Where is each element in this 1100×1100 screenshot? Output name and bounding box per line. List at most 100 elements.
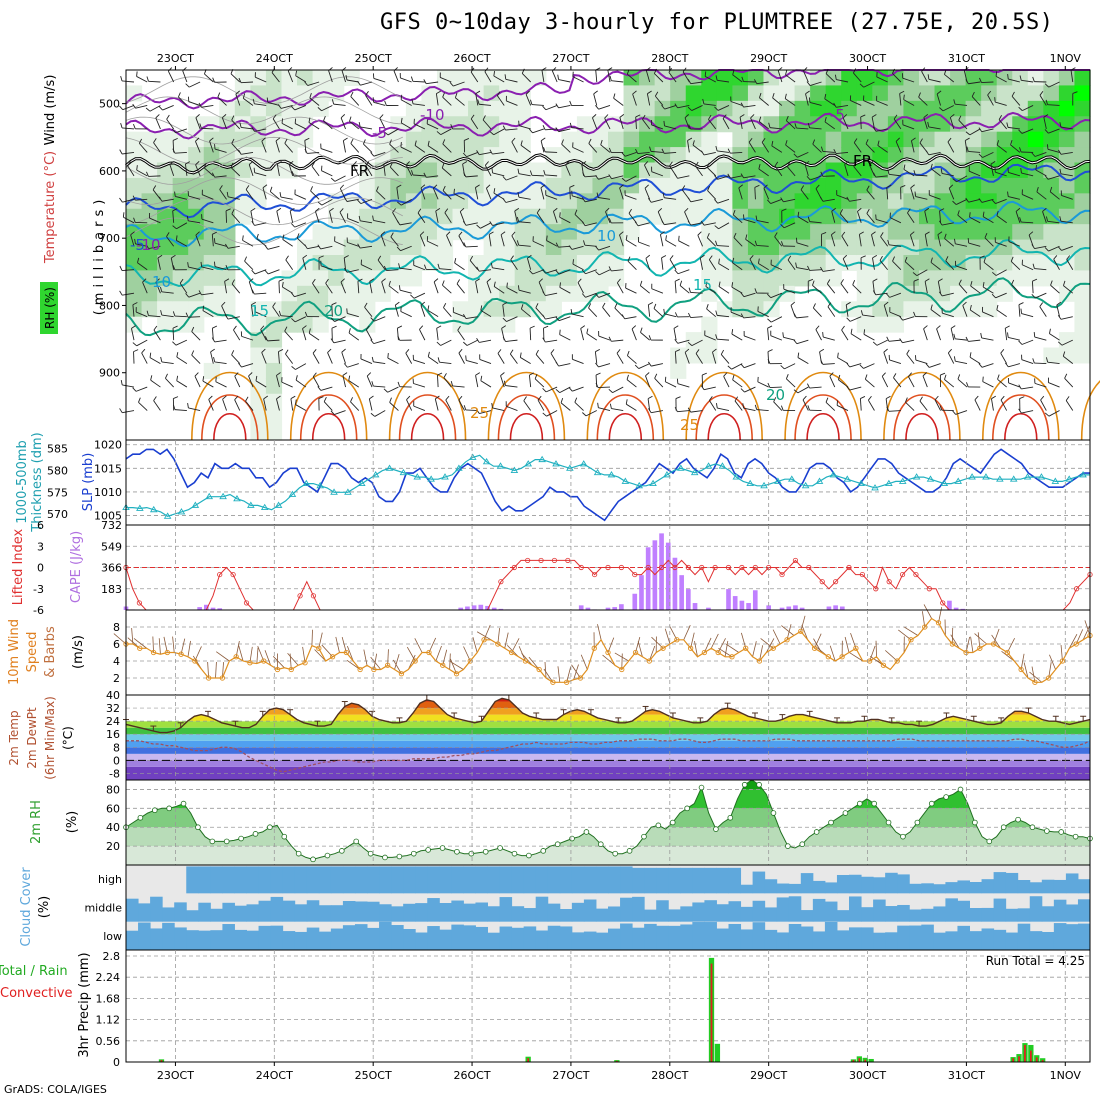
- wind-barb-flag: [141, 348, 146, 354]
- wind-barb: [822, 269, 835, 272]
- wind-barb-flag: [389, 162, 393, 168]
- wind-barb-flag: [950, 114, 955, 118]
- thickness-marker: [690, 468, 699, 476]
- chart-title: GFS 0~10day 3-hourly for PLUMTREE (27.75…: [380, 10, 1054, 35]
- rh-shade-cell: [1074, 193, 1091, 210]
- wind-barb: [257, 646, 265, 662]
- wind-barb-flag: [365, 161, 370, 166]
- wind-barb-flag: [614, 303, 618, 309]
- wind-barb-flag: [491, 167, 494, 174]
- wind-barb: [256, 647, 259, 664]
- rh-shade-cell: [312, 239, 329, 256]
- wind-barb-flag: [411, 98, 414, 104]
- wind-barb: [849, 652, 863, 662]
- wind-barb-flag: [715, 145, 718, 152]
- wind-barb-flag: [954, 238, 956, 244]
- rh-shade-cell: [887, 177, 905, 194]
- cloud-cell: [342, 901, 356, 922]
- wind-barb-flag: [793, 313, 797, 319]
- wind-barb-flag: [252, 98, 255, 104]
- wind-barb-flag: [491, 402, 493, 409]
- cloud-cell: [981, 879, 995, 894]
- cloud-cell: [776, 897, 790, 922]
- wind-barb: [483, 624, 491, 640]
- wind-barb: [176, 380, 188, 388]
- rh-marker: [195, 824, 201, 831]
- wind-barb-flag: [595, 271, 600, 276]
- wind-barb: [393, 70, 399, 83]
- rh-shade-cell: [670, 362, 687, 379]
- rh-marker: [885, 819, 892, 826]
- wind-barb-flag: [800, 185, 805, 191]
- wind-barb-flag: [974, 395, 979, 401]
- wind-barb: [850, 316, 862, 322]
- cloud-cell: [535, 930, 549, 950]
- wind-barb: [1047, 104, 1060, 106]
- wind-barb-flag: [172, 265, 176, 270]
- rh-shade-cell: [483, 239, 500, 256]
- rh-shade-cell: [670, 347, 687, 364]
- wind-barb-flag: [538, 278, 543, 283]
- contour-label: 20: [324, 302, 343, 320]
- wind-barb: [387, 128, 399, 136]
- wind-barb-flag: [727, 365, 732, 370]
- cloud-cell: [571, 866, 585, 894]
- thickness-marker: [288, 490, 297, 497]
- wind-barb-flag: [384, 100, 387, 106]
- wind-barb-flag: [397, 381, 401, 387]
- wind-barb: [812, 143, 822, 153]
- rh-shade-cell: [1012, 270, 1029, 287]
- wind-barb: [242, 239, 254, 247]
- rh-shade-cell: [918, 177, 936, 194]
- wind-barb: [924, 210, 928, 223]
- cloud-cell: [632, 927, 645, 950]
- wind-barb: [329, 211, 333, 223]
- wind-barb: [651, 288, 664, 294]
- rh-shade-cell: [514, 270, 531, 287]
- wind-marker: [522, 658, 529, 664]
- rh-shade-cell: [157, 316, 174, 333]
- wind-barb: [995, 269, 1007, 276]
- wind-barb: [209, 140, 214, 153]
- precip-convective-label: Convective: [0, 986, 73, 1001]
- rh-marker: [756, 781, 762, 788]
- wind-barb-flag: [397, 335, 401, 341]
- rh-shade-cell: [1058, 239, 1076, 256]
- wind-barb-flag: [304, 148, 308, 154]
- rh-shade-cell: [421, 193, 438, 210]
- wind-barb: [664, 197, 677, 200]
- wind-barb-flag: [486, 184, 491, 189]
- rh-shade-cell: [856, 162, 873, 179]
- wind-barb: [624, 194, 637, 200]
- rh-shade-cell: [981, 131, 998, 148]
- wind-barb-flag: [476, 266, 480, 272]
- rh-shade-cell: [716, 70, 733, 87]
- cloud-cell: [740, 884, 754, 894]
- temp-tick-label: 32: [106, 702, 120, 715]
- wind-barb: [312, 376, 320, 388]
- wind-barb-flag: [839, 209, 843, 214]
- rh-shade-cell: [468, 70, 485, 87]
- wind-barb: [374, 410, 386, 417]
- rh-shade-cell: [405, 131, 423, 148]
- wind-barb-flag: [758, 92, 762, 98]
- li-tick-label: 6: [37, 519, 44, 532]
- wind-barb: [996, 215, 1007, 224]
- wind-barb-flag: [475, 184, 480, 188]
- cloud-cell: [873, 899, 886, 922]
- wind-barb: [584, 244, 597, 247]
- rh-marker: [497, 845, 503, 851]
- wind-barb-flag: [560, 397, 564, 404]
- wind-barb-flag: [859, 83, 864, 88]
- rh-shade-cell: [359, 285, 376, 302]
- rh-shade-cell: [965, 301, 982, 318]
- wind-barb-flag: [458, 231, 463, 237]
- rh-tick-label: 80: [106, 783, 120, 796]
- wind-barb-flag: [997, 374, 1000, 380]
- rh-marker: [1029, 824, 1036, 831]
- wind-barb: [122, 292, 135, 296]
- thickness-marker: [926, 475, 935, 482]
- wind-barb: [1004, 328, 1008, 341]
- rh-shade-cell: [281, 285, 298, 302]
